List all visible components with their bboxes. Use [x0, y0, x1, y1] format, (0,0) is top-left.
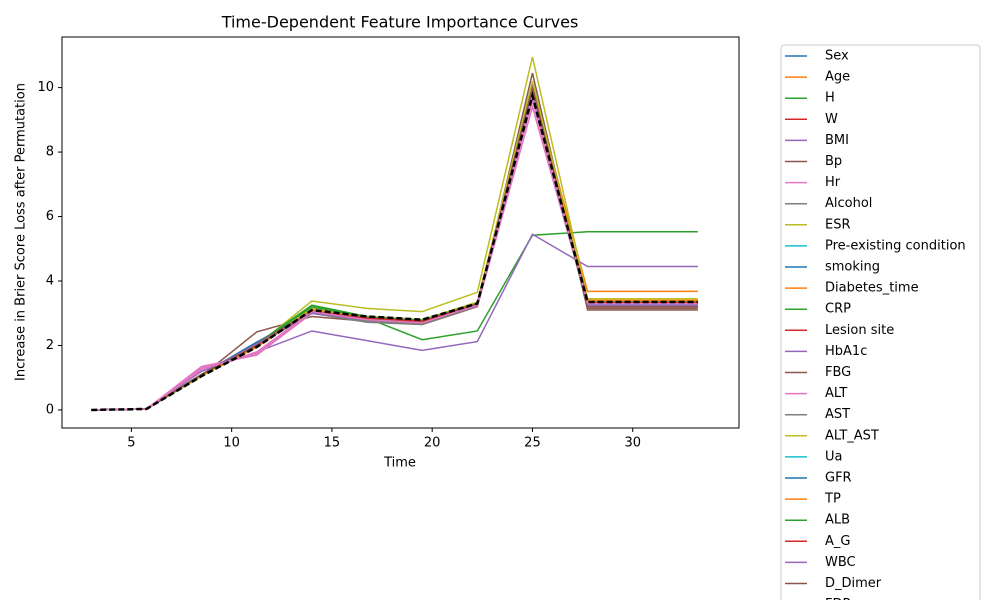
series-line — [91, 94, 698, 411]
x-tick-label: 25 — [524, 436, 541, 451]
legend-label: W — [825, 112, 838, 127]
legend-label: CRP — [825, 302, 851, 317]
series-line — [91, 90, 698, 412]
series-line — [91, 104, 698, 411]
legend-label: ALB — [825, 513, 850, 528]
legend-label: HbA1c — [825, 344, 867, 359]
x-axis-label: Time — [383, 456, 416, 471]
legend-label: Age — [825, 70, 850, 85]
y-tick-label: 0 — [46, 402, 54, 417]
series-line — [91, 87, 698, 411]
legend-label: Sex — [825, 49, 849, 64]
legend-label: TP — [824, 492, 841, 507]
legend-label: Bp — [825, 154, 842, 169]
series-line — [91, 72, 698, 411]
legend-label: WBC — [825, 555, 856, 570]
y-tick-label: 4 — [46, 274, 54, 289]
series-line — [91, 56, 698, 411]
x-tick-label: 10 — [223, 436, 240, 451]
legend-label: ALT_AST — [825, 428, 879, 443]
x-tick-label: 15 — [324, 436, 341, 451]
series-line — [91, 89, 698, 411]
x-tick-label: 30 — [624, 436, 641, 451]
chart-title: Time-Dependent Feature Importance Curves — [221, 13, 579, 32]
legend-label: ALT — [825, 386, 847, 401]
series-line — [91, 90, 698, 411]
series-line — [91, 83, 698, 411]
series-line — [91, 87, 698, 411]
series-line — [91, 87, 698, 411]
series-line — [91, 233, 698, 411]
plot-frame — [61, 36, 740, 429]
series-line — [91, 87, 698, 411]
legend-label: Ua — [825, 449, 842, 464]
legend-label: FDP — [825, 597, 850, 600]
series-line — [91, 87, 698, 411]
series-line — [91, 97, 698, 411]
x-tick-label: 5 — [127, 436, 135, 451]
legend-label: GFR — [825, 471, 852, 486]
series-line — [91, 89, 698, 411]
y-tick-label: 2 — [46, 338, 54, 353]
legend-label: BMI — [825, 133, 849, 148]
x-tick-label: 20 — [424, 436, 441, 451]
legend-label: Alcohol — [825, 196, 872, 211]
series-line — [91, 91, 698, 411]
legend-label: AST — [825, 407, 850, 422]
legend-label: H — [825, 91, 835, 106]
series-line — [91, 86, 698, 411]
y-tick-label: 6 — [46, 209, 54, 224]
series-line — [91, 84, 698, 411]
series-line — [91, 80, 698, 411]
series-line — [91, 87, 698, 411]
legend-label: FBG — [825, 365, 851, 380]
legend-label: A_G — [825, 534, 850, 549]
legend-label: Pre-existing condition — [825, 238, 966, 253]
legend-label: Diabetes_time — [825, 281, 919, 296]
series-line — [91, 90, 698, 411]
series-line — [91, 89, 698, 411]
series-line — [91, 90, 698, 411]
series-line — [91, 87, 698, 411]
y-axis-label: Increase in Brier Score Loss after Permu… — [14, 83, 29, 381]
y-tick-label: 10 — [37, 80, 54, 95]
y-tick-label: 8 — [46, 145, 54, 160]
legend-label: Hr — [825, 175, 841, 190]
legend-box — [780, 44, 981, 600]
legend-label: Lesion site — [825, 323, 894, 338]
legend-label: smoking — [825, 260, 880, 275]
legend-label: D_Dimer — [825, 576, 882, 591]
series-line — [91, 92, 698, 411]
series-line — [91, 90, 698, 411]
legend-label: ESR — [825, 217, 851, 232]
